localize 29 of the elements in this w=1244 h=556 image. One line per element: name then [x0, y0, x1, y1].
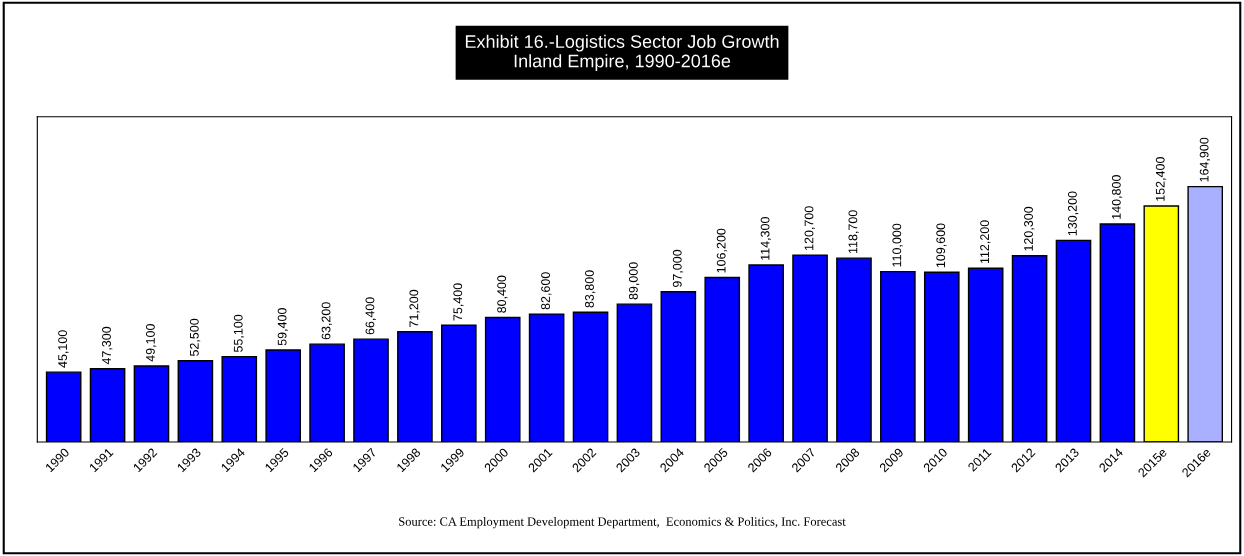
data-label: 59,400 — [277, 308, 289, 346]
data-label: 45,100 — [58, 330, 69, 368]
data-label: 114,300 — [760, 217, 771, 260]
data-label: 97,000 — [672, 249, 684, 288]
data-label: 130,200 — [1068, 191, 1079, 236]
data-label: 120,300 — [1024, 206, 1035, 251]
data-label: 120,700 — [804, 206, 815, 250]
data-label: 47,300 — [102, 326, 113, 365]
data-label: 75,400 — [453, 283, 464, 321]
source-note: Source: CA Employment Development Department, Economics & Politics, Inc. Forecast — [399, 516, 846, 529]
data-label: 52,500 — [189, 318, 201, 357]
data-label: 49,100 — [145, 324, 157, 362]
data-label: 112,200 — [980, 220, 991, 264]
data-label: 110,000 — [892, 223, 903, 267]
data-label: 106,200 — [716, 228, 728, 273]
chart-title: Exhibit 16.-Logistics Sector Job Growth Inland Empire, 1990-2016e — [465, 34, 779, 71]
data-label: 152,400 — [1155, 157, 1167, 201]
data-label: 83,800 — [585, 270, 596, 308]
data-label: 140,800 — [1111, 175, 1123, 219]
data-label: 66,400 — [365, 297, 376, 335]
data-label: 55,100 — [233, 314, 245, 353]
data-label: 82,600 — [541, 272, 552, 310]
data-label: 109,600 — [936, 223, 947, 268]
data-label: 63,200 — [321, 302, 332, 340]
data-label: 89,000 — [628, 262, 640, 300]
data-label: 164,900 — [1199, 137, 1211, 182]
data-label: 71,200 — [409, 289, 420, 327]
data-label: 118,700 — [848, 210, 859, 254]
data-label: 80,400 — [497, 275, 508, 313]
